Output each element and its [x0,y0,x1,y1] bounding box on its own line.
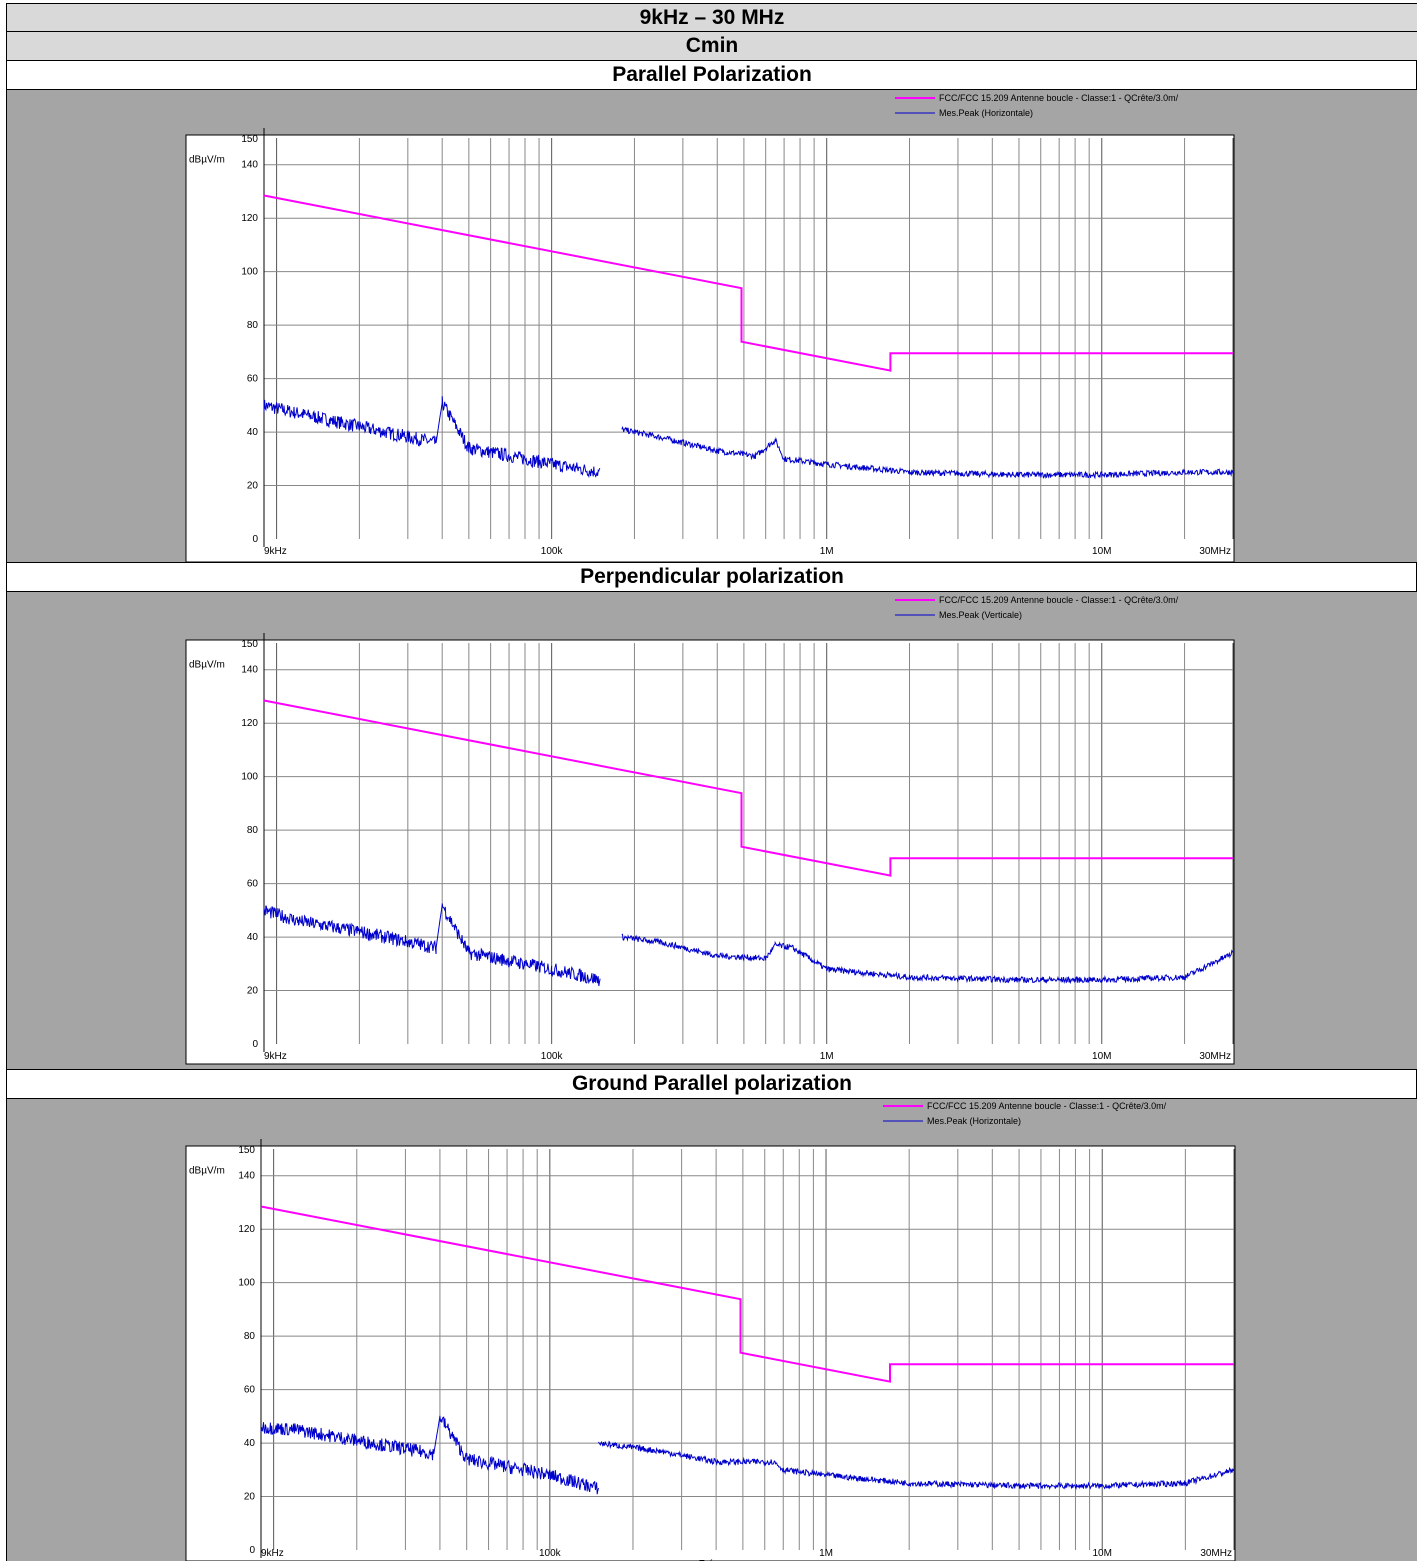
y-unit-label: dBµV/m [189,1166,225,1177]
y-tick-label: 150 [241,639,258,650]
x-tick-label: 1M [820,1051,834,1062]
y-tick-label: 150 [238,1145,255,1156]
emission-chart-ground-parallel: FCC/FCC 15.209 Antenne boucle - Classe:1… [185,1101,1236,1561]
series-limit-line [260,1205,1234,1383]
y-tick-label: 40 [247,427,259,438]
chart-panel-1: FCC/FCC 15.209 Antenne boucle - Classe:1… [7,90,1417,562]
y-unit-label: dBµV/m [189,660,225,671]
y-tick-label: 80 [247,825,259,836]
x-tick-label: 9kHz [264,1051,287,1062]
y-tick-label: 120 [241,213,258,224]
series-measure-line [598,1440,1235,1491]
x-tick-label: 9kHz [261,1548,284,1559]
x-axis-label: Fréquence [699,1559,747,1561]
legend-limit-label: FCC/FCC 15.209 Antenne boucle - Classe:1… [939,595,1179,605]
legend-measure-label: Mes.Peak (Verticale) [939,610,1022,620]
y-tick-label: 140 [238,1171,255,1182]
y-tick-label: 140 [241,160,258,171]
series-limit-line [263,699,1233,877]
x-tick-label: 1M [820,546,834,557]
y-tick-label: 100 [238,1278,255,1289]
series-measure-line [263,396,601,479]
y-tick-label: 120 [241,718,258,729]
plot-area [185,1145,1236,1561]
y-tick-label: 40 [244,1438,256,1449]
config-header: Cmin [7,32,1417,61]
y-tick-label: 0 [252,1039,258,1050]
legend-limit-label: FCC/FCC 15.209 Antenne boucle - Classe:1… [939,93,1179,103]
legend-limit-label: FCC/FCC 15.209 Antenne boucle - Classe:1… [927,1101,1167,1111]
x-tick-label: 1M [819,1548,833,1559]
x-tick-label: 9kHz [264,546,287,557]
emission-chart-perpendicular: FCC/FCC 15.209 Antenne boucle - Classe:1… [185,595,1235,1065]
series-measure-line [621,426,1234,480]
x-tick-label: 100k [541,546,564,557]
y-tick-label: 60 [247,374,259,385]
x-tick-label: 100k [541,1051,564,1062]
x-tick-label: 30MHz [1200,1548,1232,1559]
legend-measure-label: Mes.Peak (Horizontale) [939,108,1033,118]
band-header: 9kHz – 30 MHz [7,4,1417,32]
y-tick-label: 80 [244,1331,256,1342]
plot-area [185,639,1235,1065]
chart-panel-2: FCC/FCC 15.209 Antenne boucle - Classe:1… [7,592,1417,1069]
x-tick-label: 30MHz [1199,546,1231,557]
chart-panel-3: FCC/FCC 15.209 Antenne boucle - Classe:1… [7,1099,1417,1561]
y-tick-label: 100 [241,772,258,783]
y-tick-label: 60 [247,879,259,890]
panel-1-title: Parallel Polarization [7,61,1417,90]
y-tick-label: 20 [244,1492,256,1503]
x-gridlines [263,643,1234,1044]
y-tick-label: 60 [244,1385,256,1396]
x-tick-label: 100k [539,1548,562,1559]
y-unit-label: dBµV/m [189,155,225,166]
x-tick-label: 10M [1092,1051,1111,1062]
series-measure-line [621,933,1234,985]
x-tick-label: 30MHz [1199,1051,1231,1062]
panel-3-title: Ground Parallel polarization [7,1069,1417,1099]
y-tick-label: 20 [247,481,259,492]
y-tick-label: 0 [252,534,258,545]
x-tick-label: 10M [1092,1548,1111,1559]
y-tick-label: 40 [247,932,259,943]
plot-area [185,134,1235,562]
y-tick-label: 150 [241,134,258,145]
y-tick-label: 0 [249,1545,255,1556]
series-measure-line [260,1415,599,1495]
series-limit-line [263,194,1233,372]
x-gridlines [263,138,1234,539]
y-tick-label: 20 [247,986,259,997]
panel-2-title: Perpendicular polarization [7,562,1417,592]
emission-chart-parallel: FCC/FCC 15.209 Antenne boucle - Classe:1… [185,93,1235,562]
y-tick-label: 100 [241,267,258,278]
series-measure-line [263,903,601,987]
y-tick-label: 120 [238,1224,255,1235]
y-tick-label: 80 [247,320,259,331]
legend-measure-label: Mes.Peak (Horizontale) [927,1116,1021,1126]
x-tick-label: 10M [1092,546,1111,557]
y-tick-label: 140 [241,665,258,676]
